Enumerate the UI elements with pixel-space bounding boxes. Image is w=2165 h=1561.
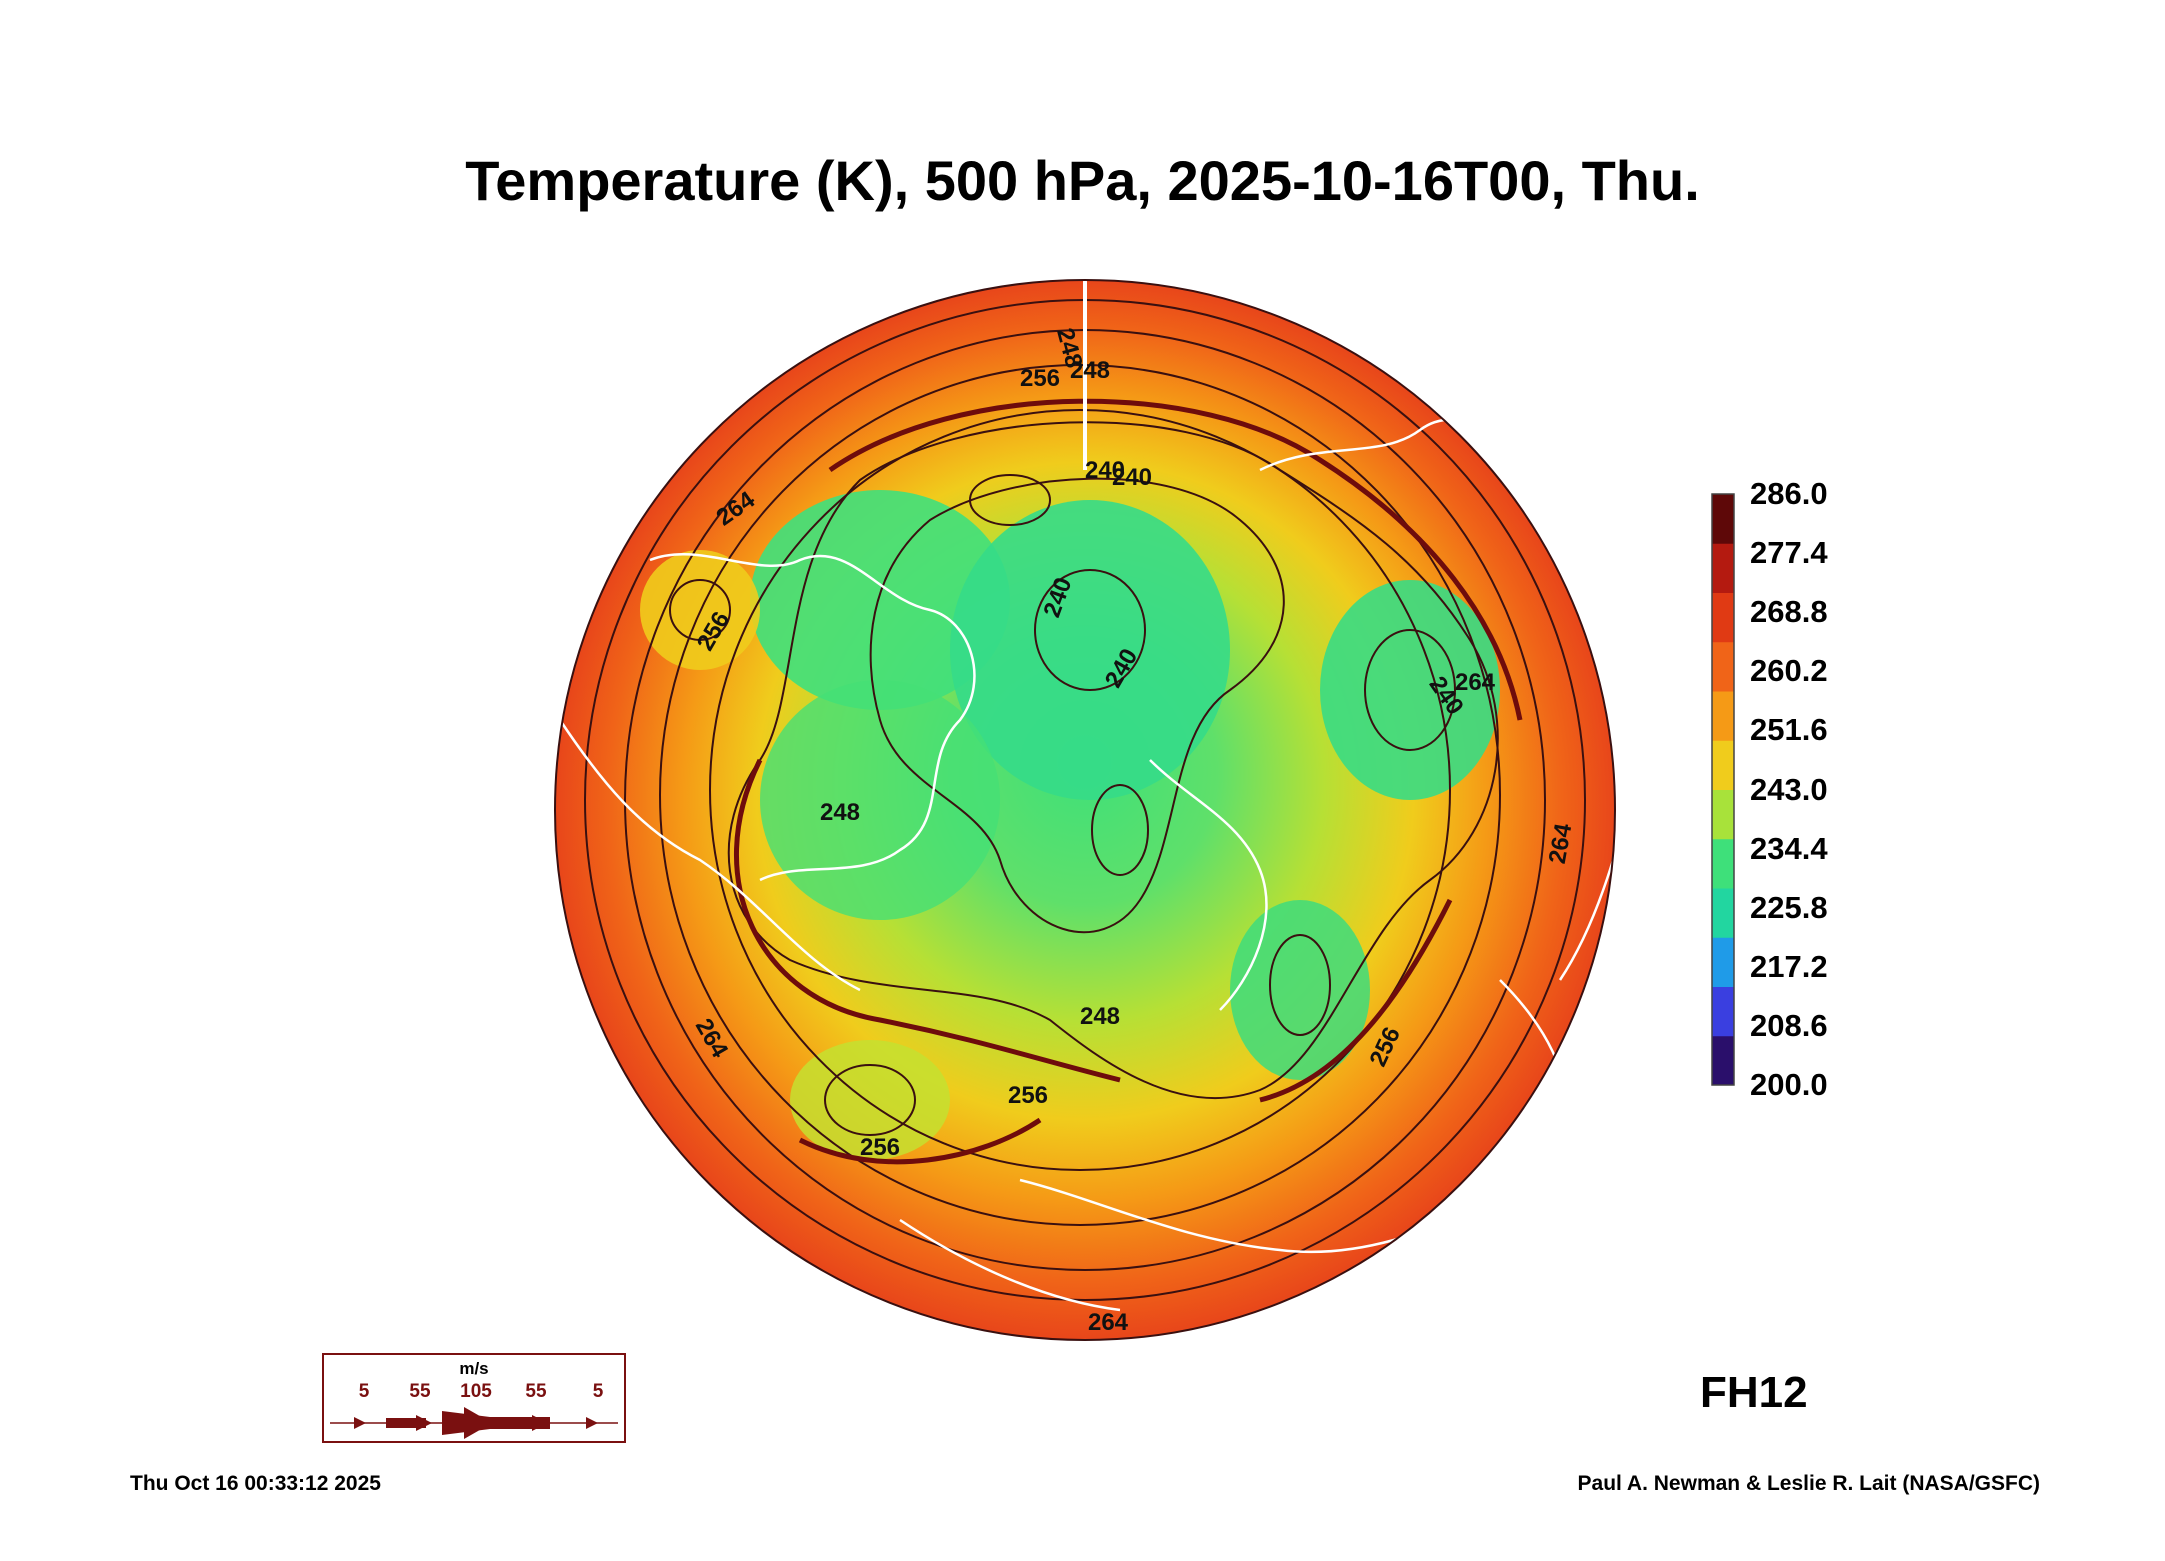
cold-pool-nw xyxy=(750,490,1010,710)
colorbar-segment xyxy=(1712,838,1734,889)
colorbar-segment xyxy=(1712,1035,1734,1086)
wind-legend-label-4: 55 xyxy=(525,1381,547,1402)
colorbar-segment xyxy=(1712,494,1734,544)
colorbar-segment xyxy=(1712,592,1734,643)
colorbar-tick: 234.4 xyxy=(1750,830,1828,866)
footer-timestamp: Thu Oct 16 00:33:12 2025 xyxy=(130,1472,381,1495)
colorbar-tick: 243.0 xyxy=(1750,771,1828,807)
contour-label: 240 xyxy=(1112,464,1152,491)
wind-legend-label-1: 5 xyxy=(358,1381,370,1402)
wind-legend-arrow xyxy=(330,1407,618,1439)
colorbar-tick: 208.6 xyxy=(1750,1007,1828,1043)
contour-label: 264 xyxy=(1088,1309,1129,1336)
cold-pool-south xyxy=(1230,900,1370,1080)
colorbar-tick: 225.8 xyxy=(1750,889,1828,925)
colorbar-segment xyxy=(1712,937,1734,987)
wind-legend-label-2: 55 xyxy=(409,1381,431,1402)
colorbar-segment xyxy=(1712,789,1734,840)
colorbar-tick: 251.6 xyxy=(1750,712,1828,748)
wind-legend-label-3: 105 xyxy=(460,1381,492,1402)
colorbar-tick: 277.4 xyxy=(1750,535,1828,571)
contour-label: 256 xyxy=(860,1134,900,1161)
colorbar-segment xyxy=(1712,740,1734,790)
colorbar xyxy=(1711,493,1735,1086)
colorbar-segment xyxy=(1712,641,1734,692)
colorbar-tick: 217.2 xyxy=(1750,948,1828,984)
chart-title: Temperature (K), 500 hPa, 2025-10-16T00,… xyxy=(465,149,1700,212)
colorbar-tick: 286.0 xyxy=(1750,476,1828,511)
colorbar-segment xyxy=(1712,691,1734,741)
contour-label: 248 xyxy=(820,799,860,826)
globe-outline xyxy=(554,279,1616,1341)
colorbar-border xyxy=(1711,493,1735,1086)
contour-label: 248 xyxy=(1070,357,1110,384)
colorbar-tick: 260.2 xyxy=(1750,653,1828,689)
cold-pool-central xyxy=(950,500,1230,800)
contour-label: 264 xyxy=(1455,669,1496,696)
wind-legend-unit: m/s xyxy=(459,1359,489,1378)
isotherm-contours xyxy=(584,299,1586,1301)
colorbar-segment xyxy=(1712,543,1734,593)
cold-pool-east xyxy=(1320,580,1500,800)
colorbar-segment xyxy=(1712,986,1734,1037)
colorbar-tick: 268.8 xyxy=(1750,594,1828,630)
wind-legend-label-5: 5 xyxy=(592,1381,604,1402)
colorbar-tick: 200.0 xyxy=(1750,1067,1828,1102)
contour-label: 256 xyxy=(1020,365,1060,392)
contour-label: 248 xyxy=(1080,1003,1120,1030)
wind-streamlines xyxy=(734,398,1523,1165)
cold-pool-west xyxy=(760,680,1000,920)
footer-credit: Paul A. Newman & Leslie R. Lait (NASA/GS… xyxy=(1577,1472,2040,1495)
wind-speed-legend: m/s 5 55 105 55 5 xyxy=(322,1353,626,1443)
colorbar-segment xyxy=(1712,888,1734,938)
contour-label: 256 xyxy=(1008,1082,1048,1109)
forecast-hour-label: FH12 xyxy=(1700,1368,1808,1417)
contour-label: 240 xyxy=(1085,457,1125,484)
